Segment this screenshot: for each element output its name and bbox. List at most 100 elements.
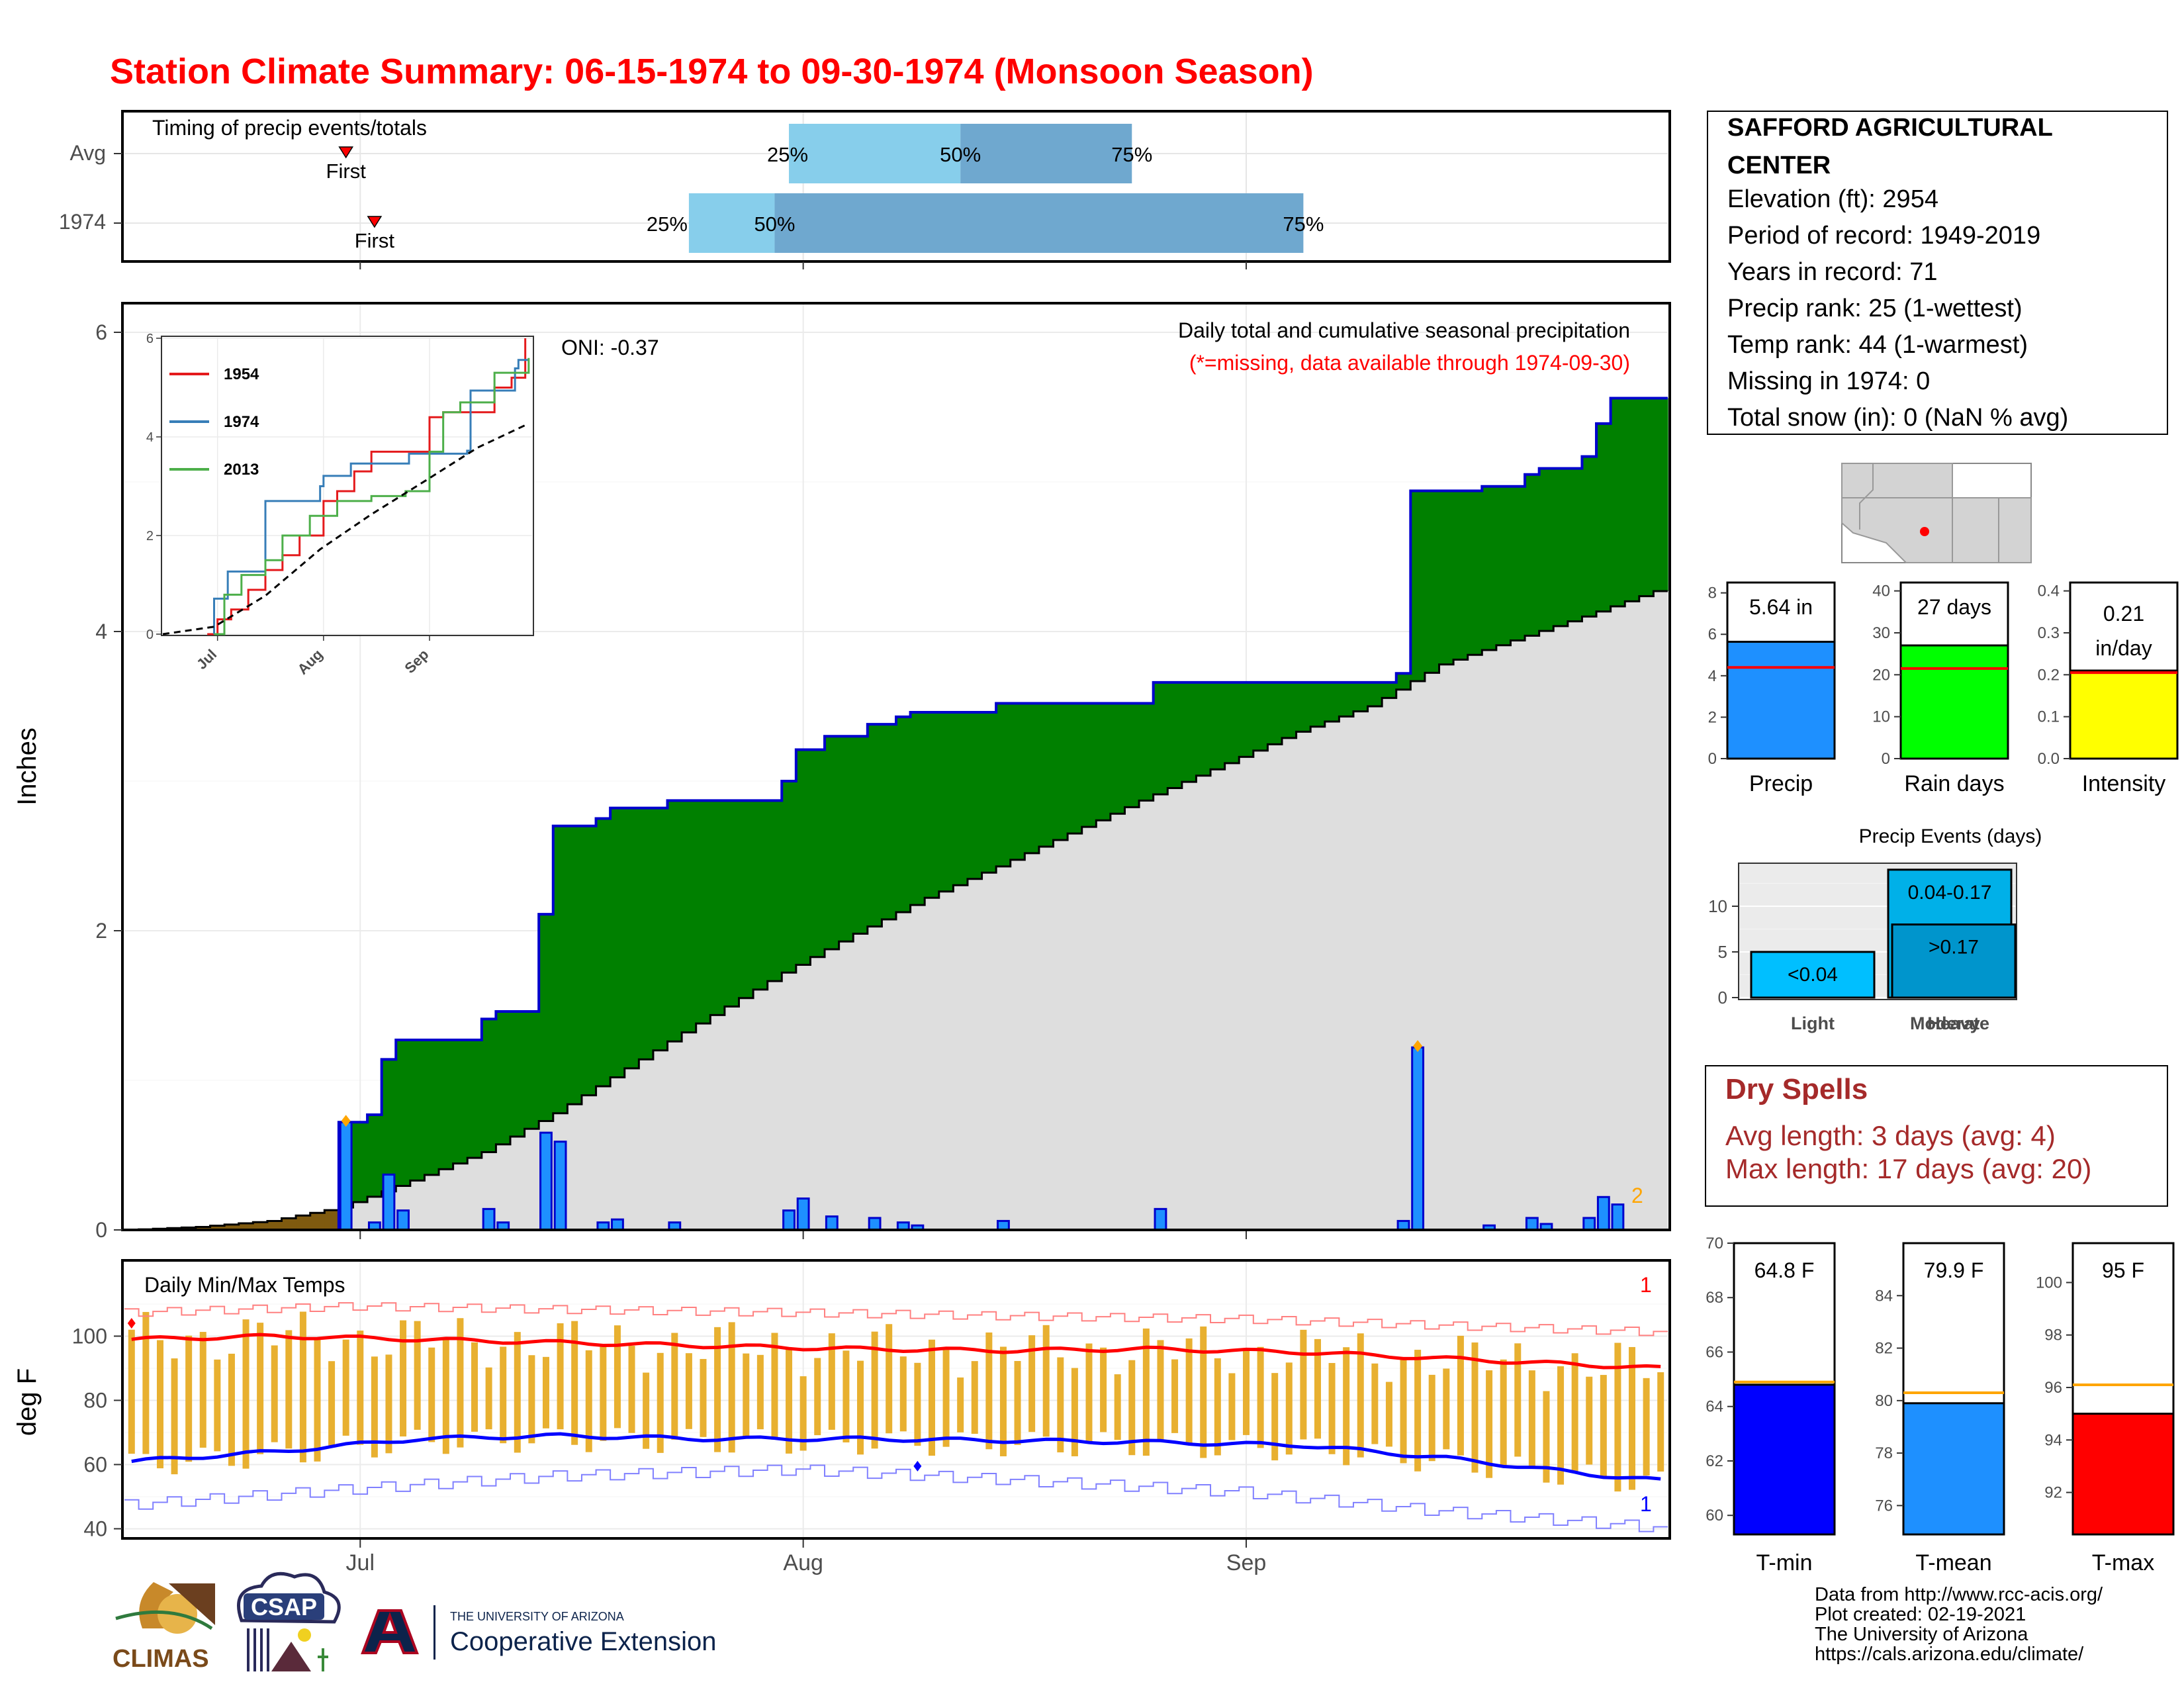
summary-ytick-label: 2 <box>1708 708 1717 726</box>
surplus-area-segment <box>1081 703 1097 827</box>
daily-temp-bar <box>428 1347 435 1442</box>
precip-events-title: Precip Events (days) <box>1859 825 2042 847</box>
deficit-area-segment <box>324 1210 340 1230</box>
surplus-area-segment <box>496 1011 511 1145</box>
main-caption: Daily total and cumulative seasonal prec… <box>1178 318 1630 342</box>
daily-temp-bar <box>671 1333 678 1440</box>
daily-temp-bar <box>814 1358 821 1436</box>
daily-temp-bar <box>285 1330 293 1449</box>
summary-ytick-label: 0.3 <box>2038 624 2060 642</box>
station-info-box: SAFFORD AGRICULTURAL CENTER Elevation (f… <box>1707 111 2168 435</box>
surplus-area-segment <box>1567 468 1583 622</box>
deficit-area-segment <box>296 1215 311 1230</box>
temp-ytick-label: 60 <box>83 1452 107 1476</box>
surplus-area-segment <box>1310 682 1326 727</box>
events-ytick-label: 0 <box>1718 988 1727 1008</box>
surplus-area-segment <box>839 736 854 942</box>
timing-p25-label-1974: 25% <box>647 212 688 236</box>
temp-ytick-label: 40 <box>83 1517 107 1540</box>
surplus-area-segment <box>925 712 940 898</box>
daily-temp-bar <box>685 1353 692 1429</box>
credit-line2: Plot created: 02-19-2021 <box>1815 1604 2026 1625</box>
temp-ylabel: deg F <box>13 1368 42 1436</box>
temp-summary-ytick-label: 96 <box>2044 1379 2062 1397</box>
temp-summary-ytick-label: 66 <box>1706 1343 1723 1361</box>
daily-precip-bar <box>1525 1217 1539 1231</box>
surplus-area-segment <box>1367 682 1383 706</box>
daily-temp-bar <box>1657 1372 1664 1472</box>
daily-temp-bar <box>400 1320 407 1437</box>
summary-ytick-label: 0.1 <box>2038 708 2060 726</box>
surplus-area-segment <box>1639 398 1655 596</box>
surplus-area-segment <box>581 825 597 1096</box>
summary-ytick-label: 10 <box>1872 708 1890 726</box>
surplus-area-segment <box>1324 682 1340 722</box>
daily-precip-bar <box>868 1217 882 1231</box>
average-cumulative-line <box>124 590 1668 1231</box>
event-bar-heavy <box>1891 923 2017 999</box>
daily-temp-bar <box>1614 1342 1621 1492</box>
surplus-area-segment <box>1410 491 1426 682</box>
daily-temp-bar <box>328 1361 336 1446</box>
surplus-area-segment <box>1453 491 1469 660</box>
observed-cumulative-line <box>124 397 1668 1231</box>
temp-summary-ytick-label: 68 <box>1706 1289 1723 1307</box>
dry-spells-max: Max length: 17 days (avg: 20) <box>1725 1153 2091 1184</box>
daily-temp-bar <box>1371 1363 1379 1444</box>
daily-precip-bar <box>825 1215 839 1231</box>
daily-temp-bar <box>1285 1362 1293 1455</box>
summary-value-label: 27 days <box>1917 595 1991 619</box>
timing-bar-50-75-1974 <box>774 193 1304 253</box>
daily-temp-bar <box>842 1350 850 1443</box>
daily-temp-bar <box>371 1356 378 1458</box>
daily-temp-bar <box>514 1332 521 1453</box>
daily-temp-bar <box>1142 1328 1150 1456</box>
timing-p25-label-avg: 25% <box>767 143 808 166</box>
surplus-area-segment <box>653 808 668 1051</box>
inset-series-1974 <box>213 359 529 634</box>
daily-temp-bar <box>942 1350 950 1447</box>
deficit-area-segment <box>281 1218 296 1230</box>
first-label-1974: First <box>355 229 395 252</box>
temp-plot-bg <box>122 1260 1670 1538</box>
daily-temp-bar <box>786 1348 793 1454</box>
main-frame <box>121 302 1671 1231</box>
surplus-area-segment <box>1196 682 1211 776</box>
daily-precip-bar <box>611 1218 624 1231</box>
surplus-area-segment <box>1124 703 1140 808</box>
deficit-area-segment <box>210 1225 225 1230</box>
summary-value-unit: in/day <box>2095 636 2152 660</box>
daily-temp-bar <box>871 1331 878 1449</box>
surplus-area-segment <box>753 800 768 990</box>
daily-temp-bar <box>1486 1370 1493 1478</box>
daily-temp-bar <box>1586 1376 1593 1465</box>
surplus-area-segment <box>1038 703 1054 847</box>
dry-spells-title: Dry Spells <box>1725 1073 1868 1105</box>
temp-summary-category-label: T-mean <box>1915 1550 1991 1575</box>
surplus-area-segment <box>696 800 711 1024</box>
daily-temp-bar <box>1042 1325 1050 1437</box>
surplus-area-segment <box>1224 682 1240 763</box>
surplus-area-segment <box>567 825 582 1105</box>
station-temp-rank: Temp rank: 44 (1-warmest) <box>1727 331 2028 359</box>
temp-xtick-label-sep: Sep <box>1226 1550 1267 1575</box>
surplus-area-segment <box>1424 491 1440 673</box>
event-bar-light <box>1750 951 1876 999</box>
daily-temp-bar <box>714 1327 721 1452</box>
daily-precip-bar <box>1611 1203 1625 1231</box>
daily-temp-bar <box>914 1362 921 1446</box>
daily-temp-bar <box>485 1367 492 1430</box>
daily-temp-bar <box>1643 1378 1650 1476</box>
surplus-area-segment <box>724 800 740 1007</box>
first-label-avg: First <box>326 160 367 183</box>
surplus-area-segment <box>1010 703 1025 860</box>
surplus-area-segment <box>1296 682 1311 732</box>
csap-logo: CSAP <box>237 1571 341 1671</box>
daily-temp-bar <box>1571 1353 1578 1472</box>
daily-temp-bar <box>471 1342 478 1432</box>
surplus-area-segment <box>1653 398 1668 591</box>
credit-line3: The University of Arizona <box>1815 1624 2028 1645</box>
daily-temp-bar <box>228 1354 235 1466</box>
temp-ytick-label: 80 <box>83 1388 107 1412</box>
surplus-area-segment <box>1153 682 1168 794</box>
